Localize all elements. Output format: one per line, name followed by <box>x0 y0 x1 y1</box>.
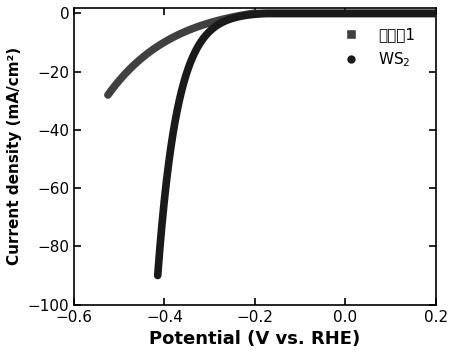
Legend: 实施例1, WS$_2$: 实施例1, WS$_2$ <box>329 21 421 75</box>
Y-axis label: Current density (mA/cm²): Current density (mA/cm²) <box>7 47 22 265</box>
X-axis label: Potential (V vs. RHE): Potential (V vs. RHE) <box>149 330 361 348</box>
